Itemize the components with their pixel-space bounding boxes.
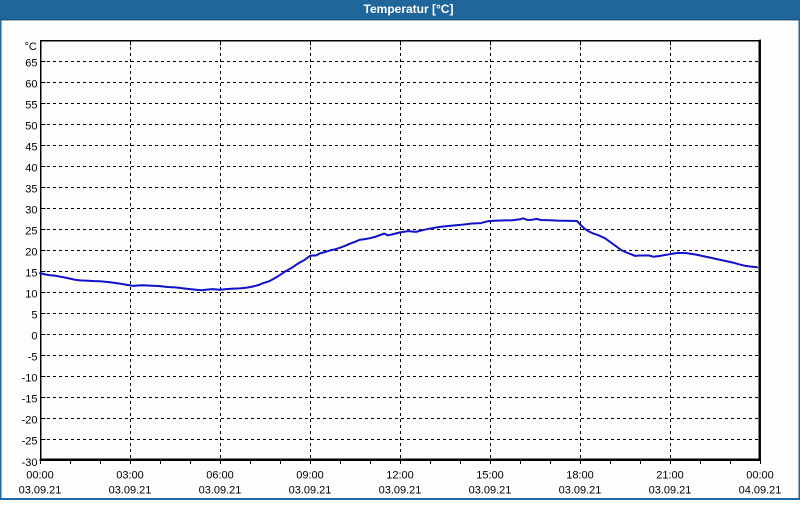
svg-text:5: 5 bbox=[31, 310, 37, 322]
svg-text:00:00: 00:00 bbox=[746, 470, 774, 482]
svg-text:03.09.21: 03.09.21 bbox=[379, 485, 422, 497]
svg-text:03.09.21: 03.09.21 bbox=[109, 485, 152, 497]
svg-text:15:00: 15:00 bbox=[476, 470, 504, 482]
svg-text:03.09.21: 03.09.21 bbox=[289, 485, 332, 497]
svg-text:03.09.21: 03.09.21 bbox=[649, 485, 692, 497]
svg-text:03.09.21: 03.09.21 bbox=[199, 485, 242, 497]
svg-text:60: 60 bbox=[25, 79, 37, 91]
svg-text:-25: -25 bbox=[22, 436, 38, 448]
svg-text:03.09.21: 03.09.21 bbox=[469, 485, 512, 497]
svg-text:40: 40 bbox=[25, 163, 37, 175]
svg-text:30: 30 bbox=[25, 205, 37, 217]
svg-text:-20: -20 bbox=[22, 415, 38, 427]
svg-text:00:00: 00:00 bbox=[26, 470, 54, 482]
svg-text:Temperatur [°C]: Temperatur [°C] bbox=[364, 2, 454, 16]
svg-text:50: 50 bbox=[25, 121, 37, 133]
svg-text:03.09.21: 03.09.21 bbox=[19, 485, 62, 497]
svg-text:0: 0 bbox=[31, 331, 37, 343]
svg-text:20: 20 bbox=[25, 247, 37, 259]
svg-text:15: 15 bbox=[25, 268, 37, 280]
svg-text:25: 25 bbox=[25, 226, 37, 238]
svg-text:-15: -15 bbox=[22, 394, 38, 406]
svg-text:-10: -10 bbox=[22, 373, 38, 385]
svg-text:-5: -5 bbox=[28, 352, 38, 364]
svg-text:45: 45 bbox=[25, 142, 37, 154]
svg-text:-30: -30 bbox=[22, 457, 38, 469]
svg-text:03:00: 03:00 bbox=[116, 470, 144, 482]
svg-text:35: 35 bbox=[25, 184, 37, 196]
svg-text:°C: °C bbox=[24, 41, 36, 53]
svg-text:04.09.21: 04.09.21 bbox=[739, 485, 782, 497]
svg-text:09:00: 09:00 bbox=[296, 470, 324, 482]
svg-text:18:00: 18:00 bbox=[566, 470, 594, 482]
svg-text:65: 65 bbox=[25, 58, 37, 70]
svg-text:06:00: 06:00 bbox=[206, 470, 234, 482]
svg-text:55: 55 bbox=[25, 100, 37, 112]
svg-text:03.09.21: 03.09.21 bbox=[559, 485, 602, 497]
svg-text:12:00: 12:00 bbox=[386, 470, 414, 482]
svg-text:10: 10 bbox=[25, 289, 37, 301]
svg-text:21:00: 21:00 bbox=[656, 470, 684, 482]
